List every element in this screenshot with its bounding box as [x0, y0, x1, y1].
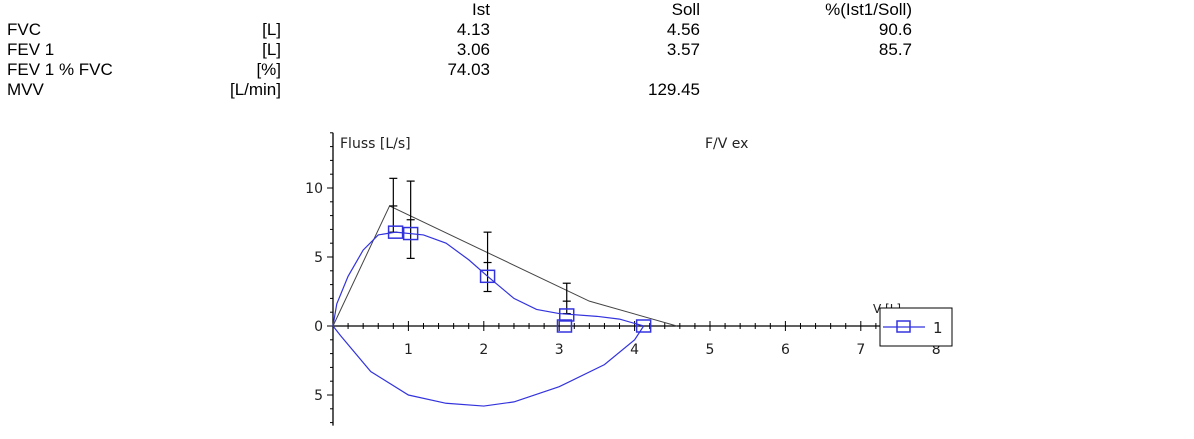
header-soll: Soll	[671, 0, 700, 19]
table-cell-unit: [L]	[262, 40, 281, 59]
header-ist: Ist	[472, 0, 490, 19]
table-cell-name: FVC	[7, 20, 41, 39]
header-pct: %(Ist1/Soll)	[825, 0, 912, 19]
data-marker	[556, 319, 573, 333]
x-tick-label: 5	[706, 342, 715, 358]
y-tick-label: 5	[314, 250, 323, 266]
data-marker	[635, 319, 652, 333]
y-tick-label: 5	[314, 388, 323, 404]
data-marker	[402, 226, 419, 241]
table-cell-pct: 90.6	[878, 20, 912, 39]
x-tick-label: 2	[479, 342, 488, 358]
table-cell-unit: [L/min]	[229, 80, 281, 99]
x-tick-label: 4	[630, 342, 639, 358]
inspiration-curve	[332, 325, 645, 407]
expiration-curve	[332, 231, 644, 327]
data-marker	[479, 269, 496, 284]
legend-marker	[896, 320, 911, 333]
table-cell-name: FEV 1	[7, 40, 55, 59]
predicted-line	[332, 205, 677, 327]
table-cell-name: FEV 1 % FVC	[7, 60, 113, 79]
table-cell-pct: 85.7	[878, 40, 912, 59]
table-cell-ist: 4.13	[456, 20, 490, 39]
data-marker	[387, 225, 404, 239]
x-tick-label: 3	[555, 342, 564, 358]
y-tick-label: 0	[314, 319, 323, 335]
chart-title: F/V ex	[705, 136, 748, 152]
y-tick-label: 10	[305, 181, 323, 197]
x-tick-label: 8	[932, 342, 941, 358]
table-cell-soll: 129.45	[648, 80, 700, 99]
x-tick-label: 7	[856, 342, 865, 358]
table-cell-unit: [%]	[256, 60, 281, 79]
table-cell-name: MVV	[7, 80, 44, 99]
table-cell-ist: 74.03	[447, 60, 490, 79]
table-cell-soll: 3.57	[666, 40, 700, 59]
table-cell-soll: 4.56	[666, 20, 700, 39]
x-tick-label: 6	[781, 342, 790, 358]
legend-label: 1	[933, 319, 943, 337]
table-cell-ist: 3.06	[456, 40, 490, 59]
x-tick-label: 1	[404, 342, 413, 358]
data-marker	[558, 308, 575, 322]
y-axis-label: Fluss [L/s]	[340, 136, 411, 152]
table-cell-unit: [L]	[262, 20, 281, 39]
